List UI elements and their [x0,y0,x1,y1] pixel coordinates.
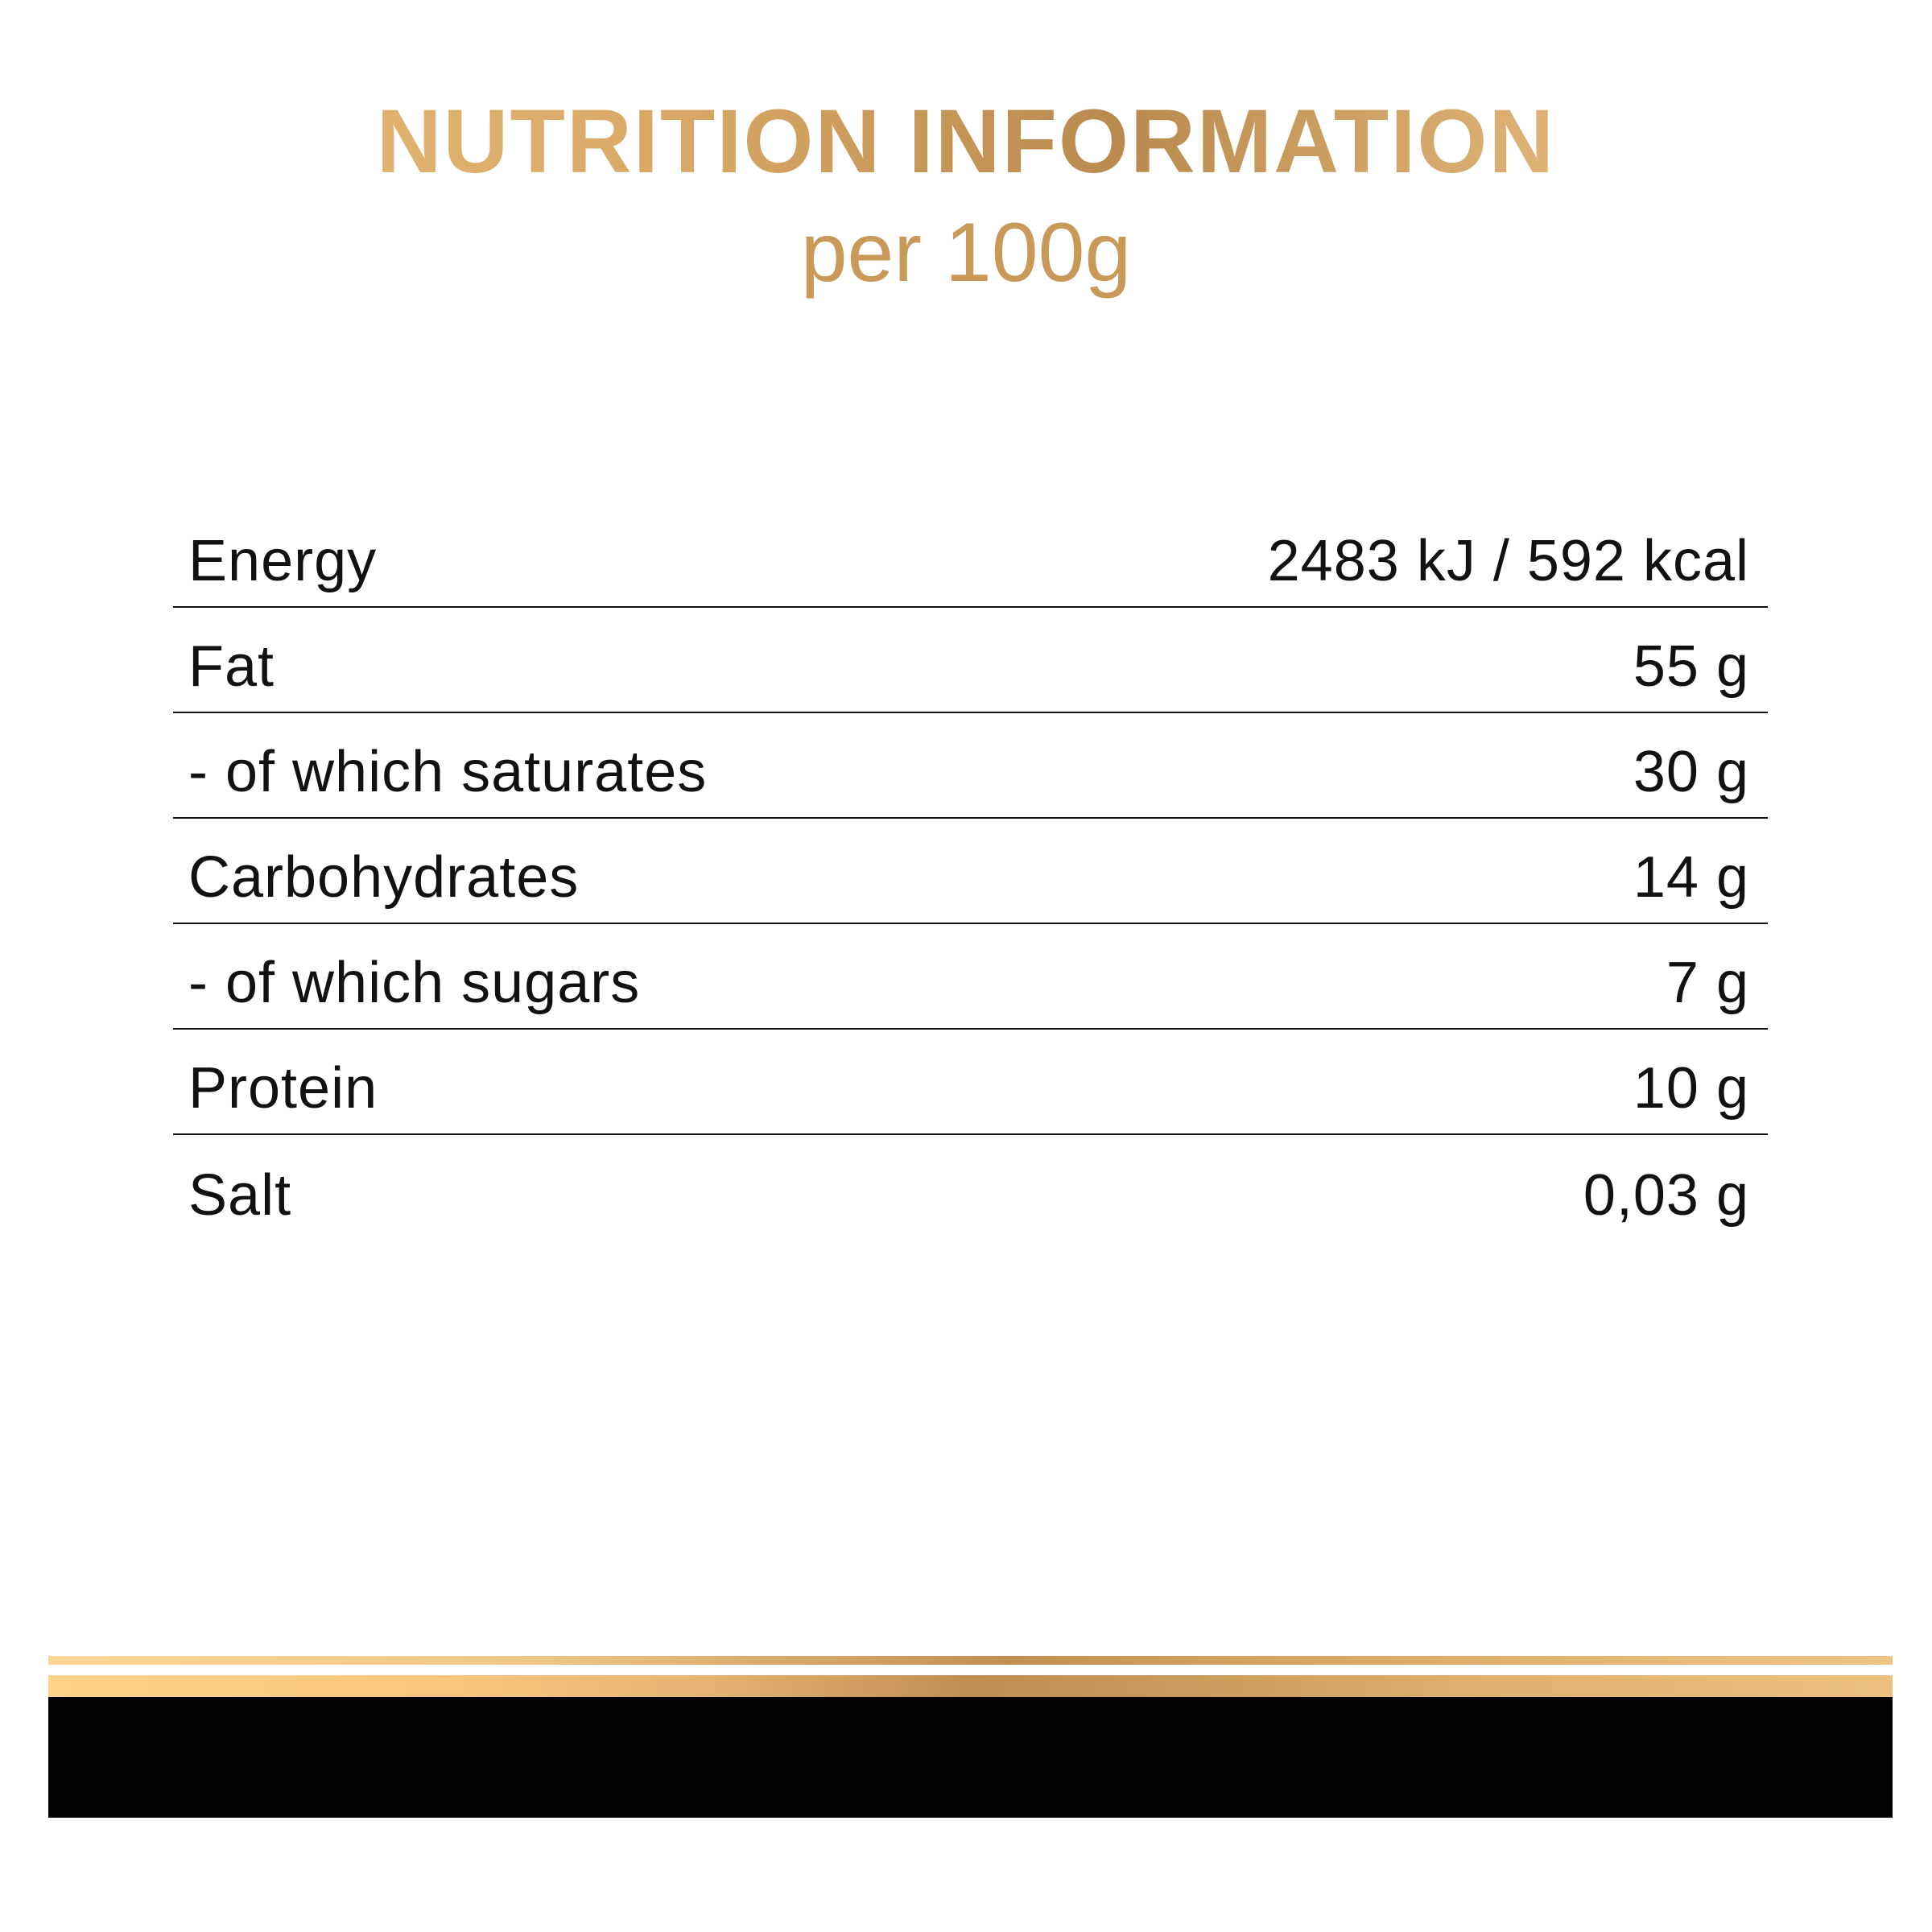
row-label: Fat [188,634,275,699]
row-value: 2483 kJ / 592 kcal [1267,529,1749,593]
table-row-fat: Fat 55 g [173,608,1768,713]
row-value: 55 g [1633,634,1749,699]
page-subtitle: per 100g [800,206,1132,299]
table-row-salt: Salt 0,03 g [173,1135,1768,1241]
gold-stripe-thin [48,1656,1893,1665]
black-footer-band [48,1697,1893,1818]
table-row-sugars: - of which sugars 7 g [173,924,1768,1030]
table-row-protein: Protein 10 g [173,1030,1768,1135]
page-title: NUTRITION INFORMATION [0,97,1932,187]
table-row-carbohydrates: Carbohydrates 14 g [173,819,1768,924]
row-value: 30 g [1633,740,1749,804]
row-value: 10 g [1633,1056,1749,1121]
row-label: Salt [188,1163,292,1228]
row-value: 14 g [1633,845,1749,910]
row-label: Protein [188,1056,378,1121]
table-row-saturates: - of which saturates 30 g [173,713,1768,819]
gold-stripe-thick [48,1675,1893,1697]
row-label: Carbohydrates [188,845,580,910]
row-value: 7 g [1666,951,1749,1015]
row-label: Energy [188,529,378,593]
nutrition-table: Energy 2483 kJ / 592 kcal Fat 55 g - of … [173,515,1768,1241]
row-value: 0,03 g [1583,1163,1749,1228]
row-label: - of which sugars [188,951,641,1015]
table-row-energy: Energy 2483 kJ / 592 kcal [173,515,1768,608]
row-label: - of which saturates [188,740,708,804]
